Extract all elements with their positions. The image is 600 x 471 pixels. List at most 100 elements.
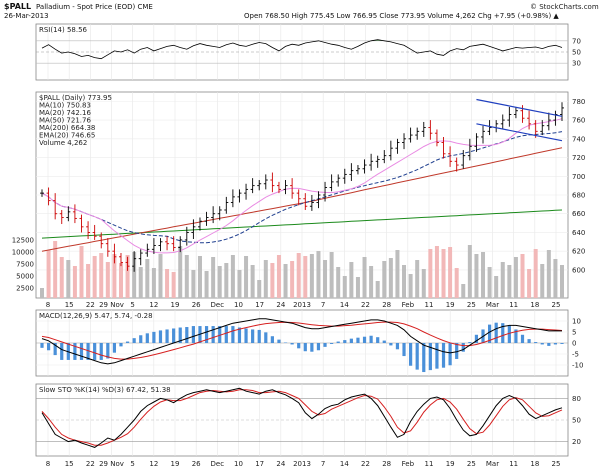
volume-bar — [165, 269, 170, 298]
macd-histogram-bar — [507, 325, 511, 343]
volume-bar — [283, 264, 288, 298]
sto-d-line — [41, 389, 563, 446]
macd-histogram-bar — [435, 343, 439, 369]
volume-bar — [132, 252, 137, 298]
x-tick-label: 2013 — [293, 301, 311, 309]
volume-bar — [145, 259, 150, 298]
volume-bar — [191, 270, 196, 298]
volume-bar — [349, 262, 354, 298]
ma20-line — [41, 131, 563, 244]
macd-histogram-bar — [251, 329, 255, 343]
sto-tick-label: 50 — [572, 417, 581, 425]
macd-histogram-bar — [145, 333, 149, 343]
macd-histogram-bar — [257, 329, 261, 343]
volume-bar — [46, 250, 51, 298]
volume-bar — [66, 260, 71, 298]
x-tick-label-bottom: 25 — [552, 460, 561, 468]
volume-bar — [59, 257, 64, 298]
volume-bar — [86, 264, 91, 298]
volume-bar — [99, 253, 104, 298]
x-tick-label: 19 — [171, 301, 180, 309]
volume-bar — [244, 256, 249, 298]
date-label: 26-Mar-2013 — [4, 12, 49, 20]
x-tick-label-bottom: 17 — [255, 460, 264, 468]
macd-histogram-bar — [369, 335, 373, 343]
volume-bar — [184, 255, 189, 298]
volume-bar — [105, 262, 110, 298]
volume-bar — [454, 268, 459, 298]
x-tick-label-bottom: 19 — [171, 460, 180, 468]
sto-legend: Slow STO %K(14) %D(3) 67.42, 51.38 — [39, 386, 171, 394]
volume-bar — [415, 260, 420, 298]
x-tick-label: 28 — [382, 301, 391, 309]
macd-histogram-bar — [172, 328, 176, 343]
macd-histogram-bar — [270, 336, 274, 343]
x-tick-label-bottom: 22 — [361, 460, 370, 468]
volume-bar — [53, 241, 58, 298]
x-tick-label: Feb — [402, 301, 415, 309]
x-tick-label: 18 — [530, 301, 539, 309]
macd-tick-label: 5 — [572, 329, 576, 337]
macd-signal-line — [41, 321, 563, 360]
volume-bar — [79, 246, 84, 298]
macd-histogram-bar — [204, 326, 209, 343]
x-tick-label-bottom: 25 — [467, 460, 476, 468]
x-tick-label: 10 — [234, 301, 243, 309]
x-tick-label-bottom: 5 — [130, 460, 134, 468]
volume-bar — [355, 277, 360, 298]
macd-histogram-bar — [356, 337, 360, 343]
macd-histogram-bar — [316, 343, 321, 351]
macd-histogram-bar — [178, 327, 182, 343]
volume-bar — [408, 274, 413, 298]
macd-histogram-bar — [93, 343, 97, 360]
macd-histogram-bar — [428, 343, 432, 371]
macd-histogram-bar — [46, 343, 51, 351]
volume-bar — [217, 266, 222, 298]
x-tick-label-bottom: 19 — [446, 460, 455, 468]
macd-histogram-bar — [185, 327, 189, 343]
macd-histogram-bar — [158, 330, 163, 343]
x-tick-label-bottom: 22 — [86, 460, 95, 468]
volume-bar — [481, 252, 486, 298]
ma200-line — [41, 209, 563, 239]
volume-bar — [553, 259, 558, 298]
price-legend-entry: MA(200) 664.38 — [39, 124, 95, 132]
macd-histogram-bar — [244, 328, 248, 343]
macd-histogram-bar — [487, 324, 492, 343]
volume-bar — [560, 265, 564, 298]
volume-bar — [151, 268, 156, 298]
x-tick-label: 5 — [130, 301, 134, 309]
volume-bar — [323, 260, 328, 298]
macd-tick-label: 10 — [572, 318, 581, 326]
x-tick-label-bottom: 8 — [46, 460, 50, 468]
volume-bar — [375, 281, 380, 298]
x-tick-label: 15 — [65, 301, 74, 309]
volume-bar — [263, 260, 268, 298]
volume-bar — [474, 254, 479, 298]
volume-bar — [72, 266, 77, 298]
rsi-tick-label: 70 — [572, 37, 581, 45]
macd-histogram-bar — [553, 343, 558, 345]
macd-histogram-bar — [119, 343, 123, 347]
macd-histogram-bar — [349, 338, 353, 343]
volume-bar — [395, 250, 400, 298]
volume-bar — [507, 265, 512, 298]
volume-bar — [500, 262, 505, 298]
volume-bar — [230, 255, 235, 298]
price-tick-label: 720 — [572, 154, 585, 162]
x-tick-label: 11 — [509, 301, 518, 309]
volume-bar — [461, 284, 466, 298]
macd-histogram-bar — [540, 343, 544, 345]
macd-histogram-bar — [303, 343, 307, 352]
symbol-label: $PALL — [4, 2, 31, 11]
volume-bar — [112, 254, 117, 298]
volume-bar — [237, 270, 242, 298]
macd-histogram-bar — [152, 331, 156, 343]
volume-bar — [533, 249, 538, 298]
volume-tick-label: 12500 — [12, 237, 34, 245]
volume-bar — [290, 261, 295, 298]
macd-histogram-bar — [520, 334, 525, 343]
price-tick-label: 680 — [572, 192, 585, 200]
macd-histogram-bar — [323, 343, 327, 347]
volume-bar — [513, 257, 518, 298]
